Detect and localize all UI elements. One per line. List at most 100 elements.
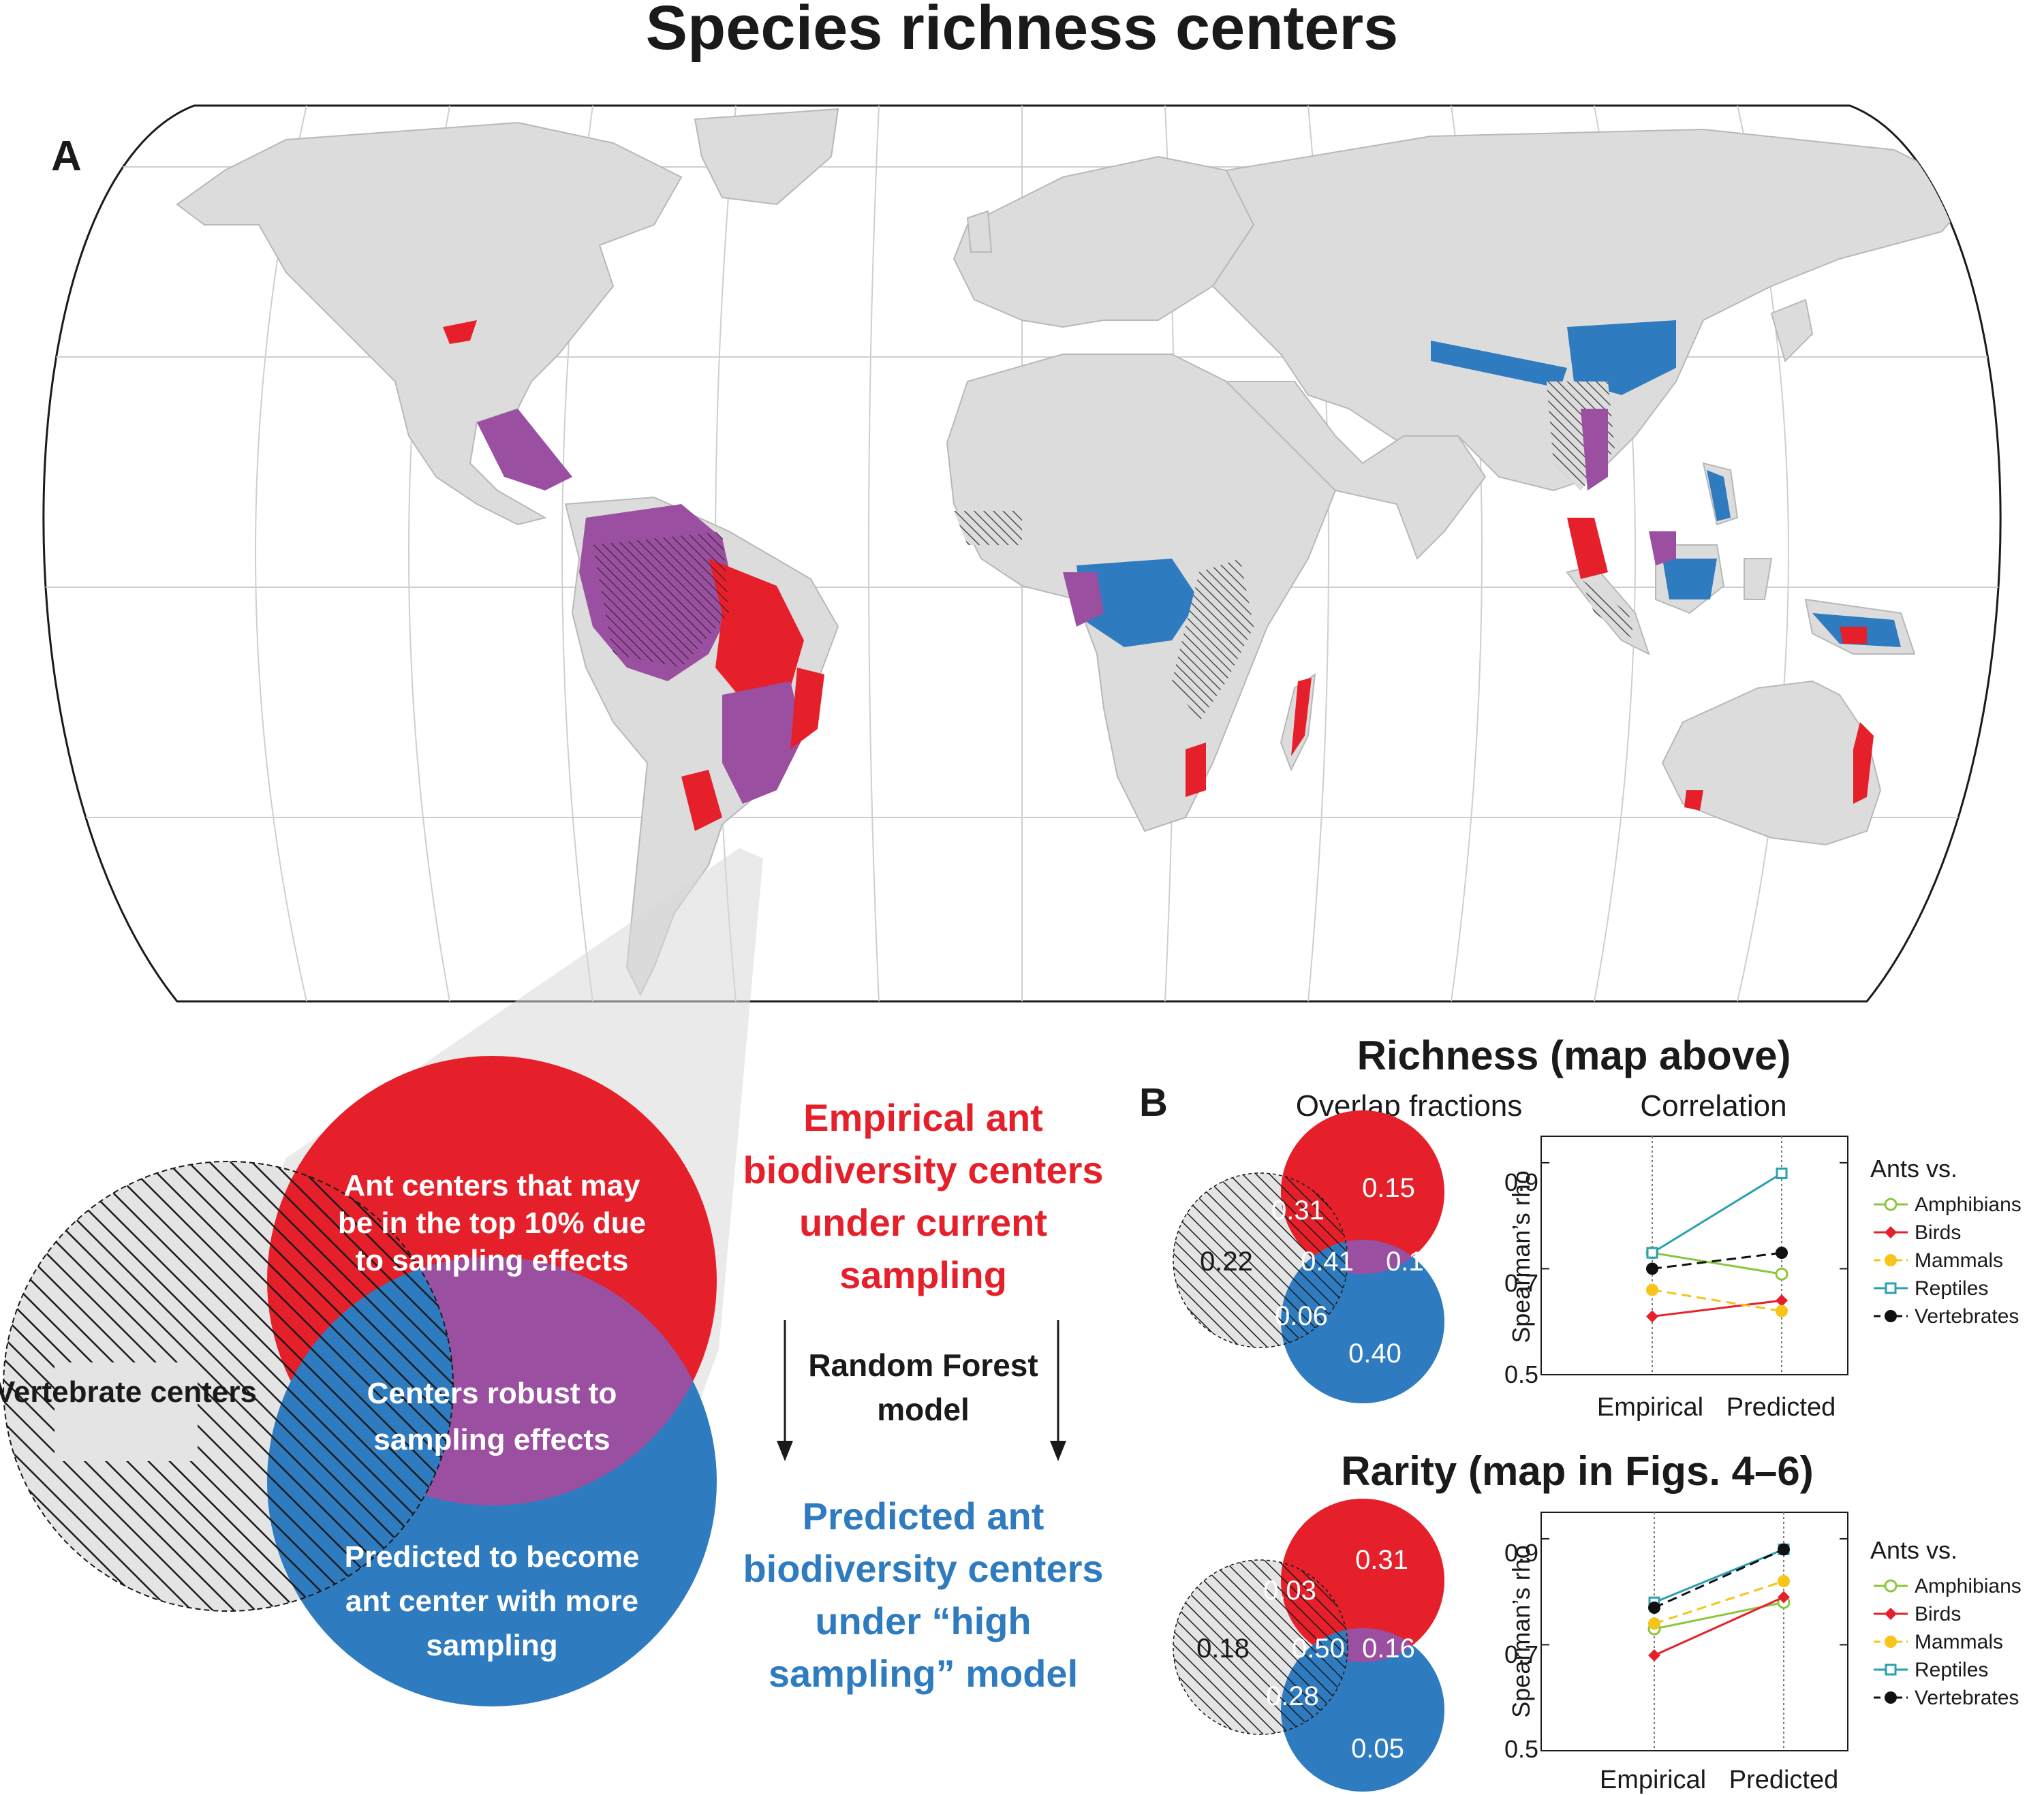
richness-ytick-0.5: 0.5: [1504, 1360, 1538, 1388]
richness-vert-emp: 0.31: [1271, 1196, 1325, 1226]
rarity-point-mammals-0: [1648, 1617, 1660, 1630]
richness-point-vertebrates-0: [1646, 1262, 1658, 1275]
malay-empirical: [1567, 518, 1608, 579]
flow-predicted-line-4: sampling” model: [769, 1652, 1078, 1695]
rarity-vert-pred: 0.28: [1266, 1681, 1319, 1711]
atlantic-forest-empirical: [790, 668, 824, 749]
rarity-legend-title: Ants vs.: [1870, 1536, 1957, 1564]
richness-point-birds-1: [1776, 1294, 1788, 1307]
richness-chart-marks: [1541, 1136, 1848, 1375]
richness-series-line-amphibians: [1652, 1251, 1782, 1275]
amazon-empirical-east: [709, 559, 804, 708]
richness-legend-label-birds: Birds: [1915, 1221, 1961, 1244]
richness-point-vertebrates-1: [1776, 1247, 1788, 1260]
richness-legend-swatch-birds: [1885, 1226, 1897, 1238]
legend-predicted-line-1: Predicted to become: [345, 1540, 640, 1574]
richness-legend-label-amphibians: Amphibians: [1915, 1193, 2022, 1216]
congo-predicted: [1077, 559, 1199, 647]
rarity-legend-swatch-birds: [1885, 1608, 1897, 1620]
richness-emp-pred: 0.13: [1386, 1247, 1439, 1277]
richness-plot-frame: [1540, 1136, 1848, 1375]
australia: [1661, 680, 1882, 846]
rarity-ytick-0.9: 0.9: [1504, 1539, 1538, 1567]
rarity-point-mammals-1: [1778, 1575, 1790, 1588]
rarity-series-line-mammals: [1654, 1580, 1784, 1625]
richness-point-reptiles-0: [1646, 1247, 1658, 1259]
world-map: [42, 104, 2002, 1003]
west-africa-hatch: [954, 511, 1022, 545]
indochina-robust: [1581, 409, 1608, 490]
rarity-legend-swatch-reptiles: [1885, 1664, 1897, 1676]
south-africa-empirical: [1186, 743, 1206, 797]
rarity-vert-only: 0.18: [1196, 1634, 1250, 1664]
richness-point-mammals-0: [1646, 1283, 1658, 1296]
richness-legend-label-mammals: Mammals: [1915, 1249, 2003, 1272]
richness-chart: 0.9 0.7 0.5 Spearman’s rho Empirical Pre…: [1504, 1136, 2022, 1422]
richness-legend-label-vertebrates: Vertebrates: [1915, 1305, 2019, 1328]
australia-sw-empirical: [1684, 790, 1703, 811]
figure-title: Species richness centers: [646, 0, 1399, 63]
uk: [966, 210, 993, 253]
flow-model-line-1: Random Forest: [808, 1347, 1038, 1383]
richness-legend-swatch-vertebrates: [1885, 1310, 1897, 1322]
correlation-title: Correlation: [1640, 1089, 1786, 1123]
rarity-pred-only: 0.05: [1351, 1734, 1404, 1764]
richness-legend-label-reptiles: Reptiles: [1915, 1277, 1988, 1300]
mexico-empirical: [477, 409, 572, 490]
flow-empirical-line-4: sampling: [839, 1253, 1007, 1296]
richness-series-line-birds: [1652, 1299, 1782, 1317]
rarity-xtick-empirical: Empirical: [1600, 1766, 1706, 1794]
richness-vert-only: 0.22: [1200, 1247, 1253, 1277]
flow-model-line-2: model: [877, 1392, 969, 1427]
congo-robust: [1063, 572, 1104, 627]
panel-a-label: A: [51, 133, 82, 180]
legend-predicted-line-3: sampling: [426, 1629, 557, 1662]
rarity-legend-swatch-amphibians: [1884, 1579, 1898, 1593]
richness-legend-swatch-amphibians: [1884, 1198, 1898, 1211]
richness-ytick-0.7: 0.7: [1504, 1269, 1538, 1297]
rarity-point-vertebrates-0: [1648, 1602, 1660, 1614]
japan: [1770, 298, 1814, 362]
new-guinea-empirical: [1840, 627, 1867, 644]
rarity-legend-label-reptiles: Reptiles: [1915, 1659, 1988, 1681]
greenland: [694, 108, 839, 206]
rarity-point-birds-1: [1778, 1591, 1790, 1604]
richness-vert-pred: 0.06: [1275, 1301, 1328, 1331]
china-predicted: [1567, 320, 1676, 395]
rarity-chart: 0.9 0.7 0.5 Spearman’s rho Empirical Pre…: [1504, 1512, 2022, 1794]
borneo-robust: [1649, 531, 1676, 565]
richness-series-line-vertebrates: [1652, 1251, 1782, 1270]
rarity-point-birds-0: [1648, 1649, 1660, 1661]
neotropic-centers: [443, 320, 824, 831]
flow-empirical-line-1: Empirical ant: [803, 1096, 1043, 1139]
richness-venn: 0.22 0.31 0.15 0.41 0.13 0.06 0.40: [1173, 1110, 1444, 1403]
rarity-heading: Rarity (map in Figs. 4–6): [1341, 1448, 1814, 1494]
rarity-ytick-0.7: 0.7: [1504, 1640, 1538, 1668]
map-content: [43, 106, 2001, 1001]
richness-point-amphibians-1: [1775, 1267, 1788, 1281]
richness-point-reptiles-1: [1776, 1167, 1788, 1179]
amazon-hatch: [593, 531, 729, 668]
flow-empirical-line-3: under current: [799, 1201, 1047, 1244]
sulawesi: [1744, 558, 1773, 600]
flow-empirical-line-2: biodiversity centers: [743, 1149, 1103, 1191]
rarity-venn: 0.18 0.03 0.31 0.50 0.16 0.28 0.05: [1173, 1499, 1444, 1792]
chaco-empirical: [681, 770, 722, 831]
rarity-chart-marks: [1541, 1512, 1848, 1751]
rarity-legend-label-mammals: Mammals: [1915, 1631, 2003, 1653]
richness-legend: Ants vs. Amphibians Birds Mammals Reptiles Ve…: [1870, 1155, 2022, 1328]
rarity-point-vertebrates-1: [1778, 1543, 1790, 1556]
indo-malay-centers: [1431, 320, 1901, 811]
rarity-xtick-predicted: Predicted: [1729, 1766, 1839, 1794]
richness-point-birds-0: [1646, 1310, 1658, 1323]
model-flow: Empirical ant biodiversity centers under…: [743, 1096, 1103, 1695]
richness-all: 0.41: [1301, 1247, 1354, 1277]
richness-point-mammals-1: [1776, 1305, 1788, 1317]
legend-robust-line-1: Centers robust to: [367, 1377, 617, 1410]
richness-xtick-empirical: Empirical: [1597, 1393, 1703, 1422]
flow-predicted-line-3: under “high: [815, 1599, 1031, 1642]
richness-legend-swatch-reptiles: [1885, 1282, 1897, 1294]
legend-vertebrate-label-line-1: Vertebrate centers: [0, 1375, 257, 1409]
north-america: [176, 121, 683, 526]
